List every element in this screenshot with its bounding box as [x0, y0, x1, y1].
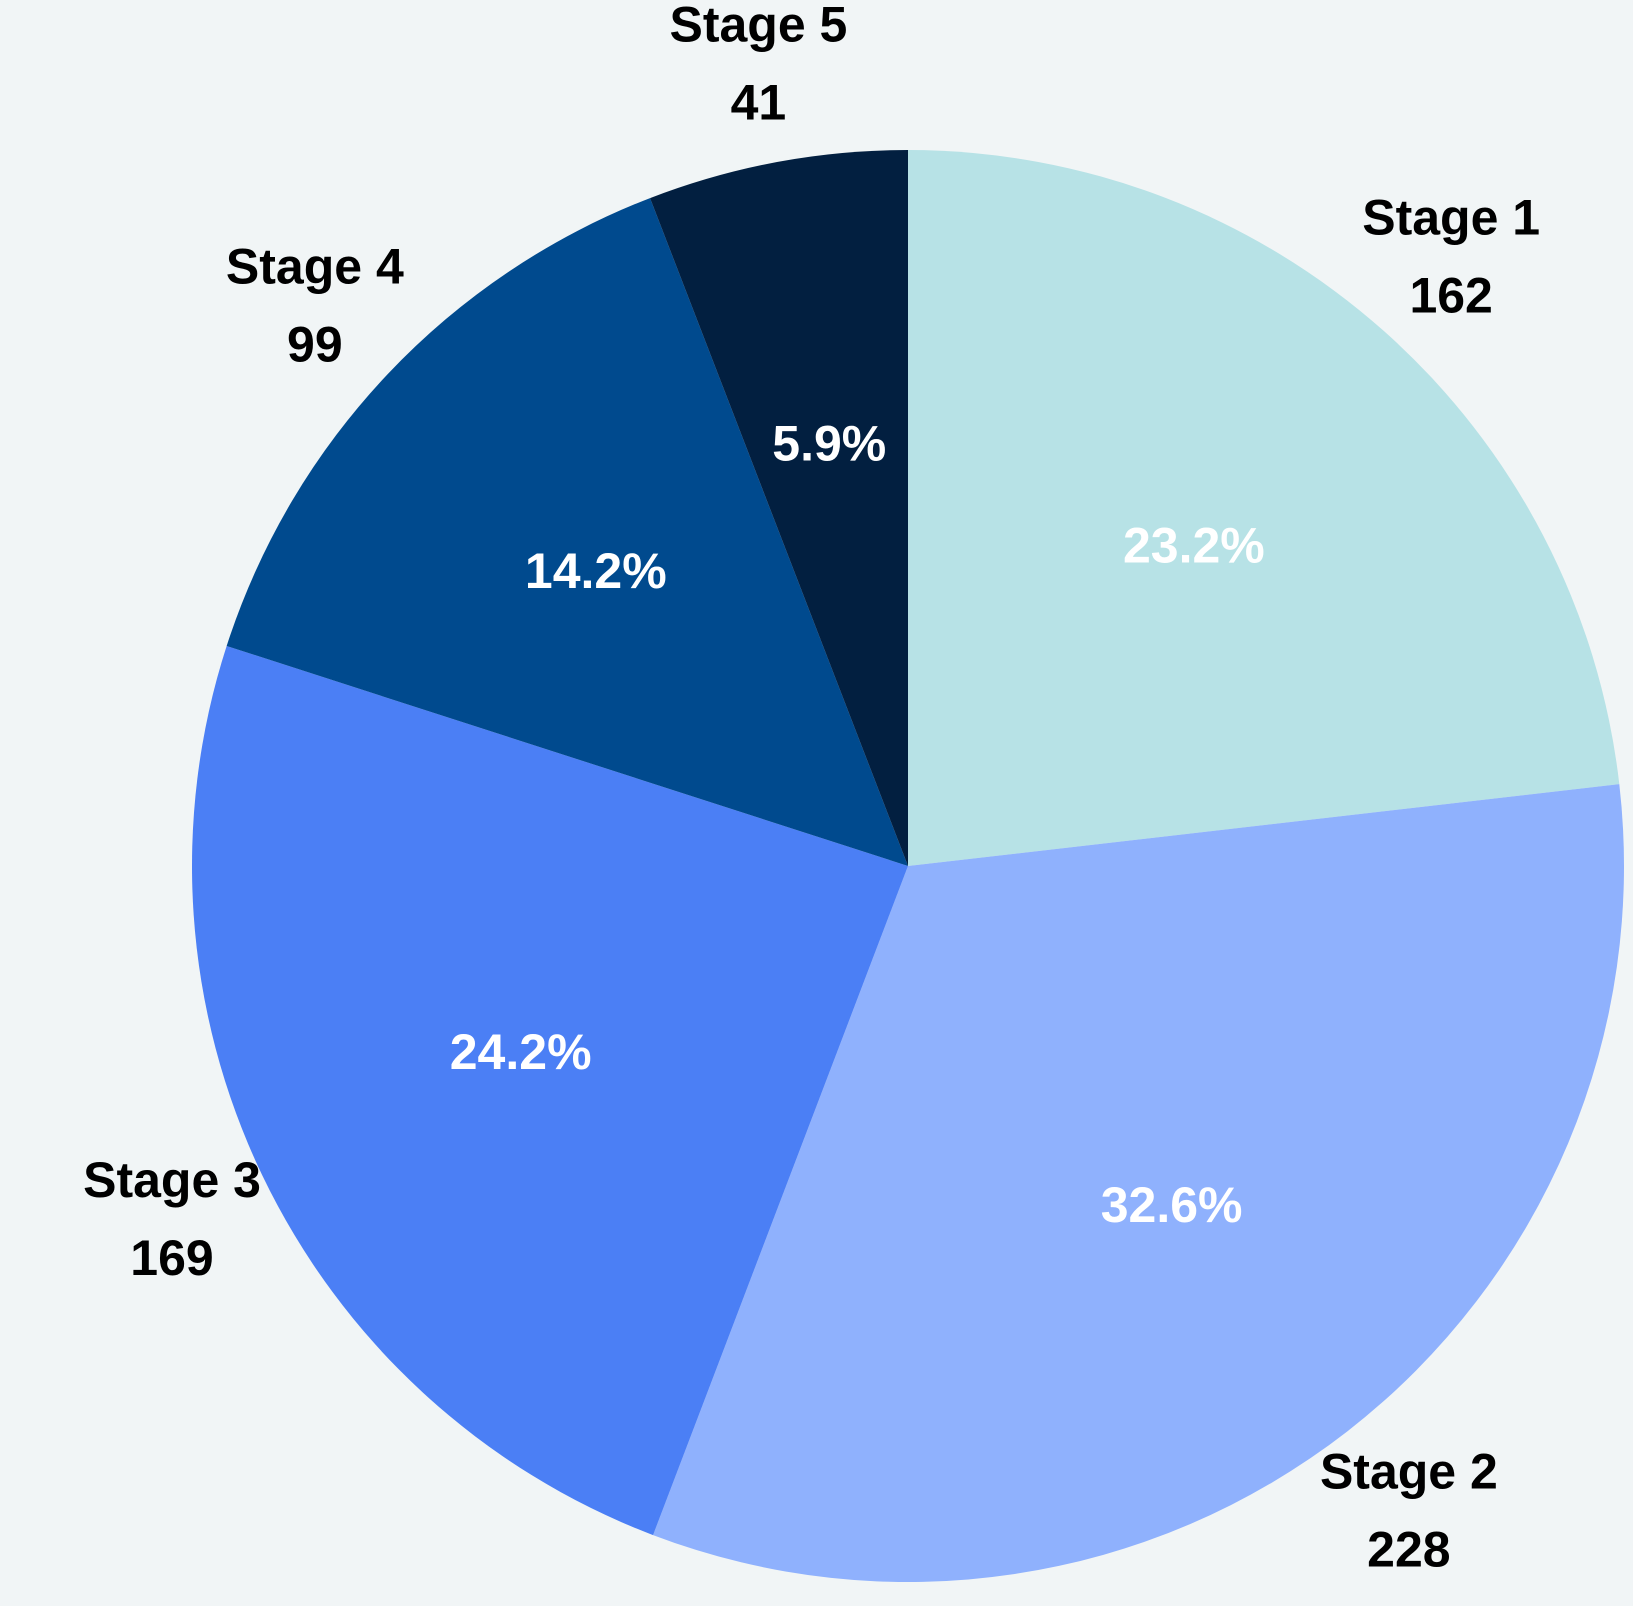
slice-value-label-5: 41 [731, 75, 787, 131]
outer-labels: Stage 1 162 Stage 2 228 Stage 3 169 Stage 4 99 S… [83, 0, 1540, 1577]
percent-label-2: 32.6% [1101, 1177, 1243, 1233]
pie-slice-1 [908, 150, 1620, 866]
percent-label-1: 23.2% [1123, 517, 1265, 573]
pie-slice-4 [226, 198, 909, 867]
slice-value-label-4: 99 [287, 316, 343, 372]
slice-value-label-2: 228 [1367, 1521, 1450, 1577]
percent-label-3: 24.2% [450, 1024, 592, 1080]
slice-name-label-4: Stage 4 [226, 238, 404, 294]
slice-name-label-1: Stage 1 [1362, 190, 1540, 246]
pie-slice-2 [653, 784, 1624, 1582]
slice-value-label-3: 169 [130, 1230, 213, 1286]
pie-slices [192, 150, 1624, 1582]
pie-slice-5 [650, 150, 908, 866]
slice-name-label-2: Stage 2 [1320, 1443, 1498, 1499]
percent-label-5: 5.9% [772, 416, 886, 472]
pie-slice-3 [192, 645, 908, 1536]
slice-name-label-5: Stage 5 [670, 0, 848, 53]
percent-labels: 23.2% 32.6% 24.2% 14.2% 5.9% [450, 416, 1265, 1234]
slice-name-label-3: Stage 3 [83, 1152, 261, 1208]
slice-value-label-1: 162 [1409, 268, 1492, 324]
percent-label-4: 14.2% [525, 543, 667, 599]
